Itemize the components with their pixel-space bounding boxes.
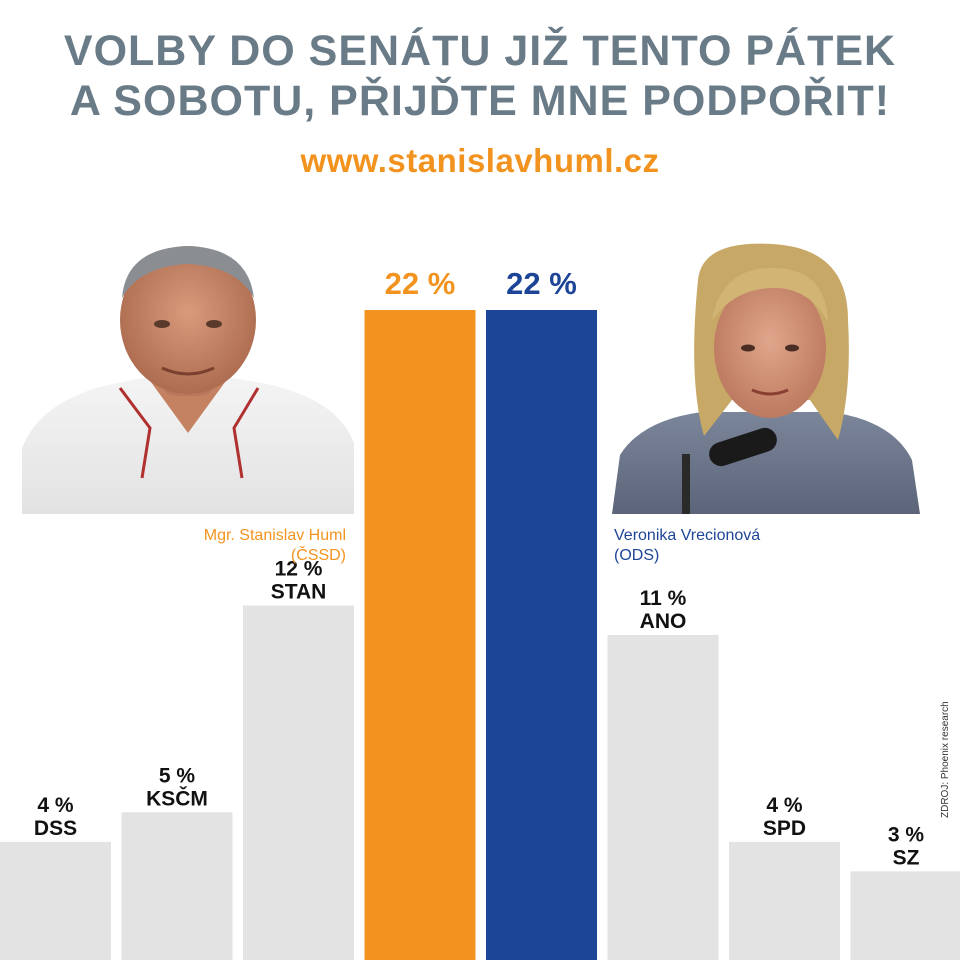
category-label-kscm: KSČM (146, 786, 208, 810)
bar-cssd (364, 310, 476, 960)
candidate-name-huml: Mgr. Stanislav Huml (203, 527, 346, 544)
value-label-spd: 4 % (766, 794, 803, 817)
bar-spd (729, 841, 840, 960)
category-label-spd: SPD (763, 817, 806, 840)
source-note: ZDROJ: Phoenix research (940, 701, 951, 818)
bar-ods (486, 310, 597, 960)
bar-dss (0, 841, 111, 960)
candidate-name-vrecionova: Veronika Vrecionová (614, 527, 761, 544)
bar-stan (243, 605, 354, 960)
candidate-party-huml: (ČSSD) (290, 547, 346, 564)
value-label-dss: 4 % (37, 794, 74, 817)
value-label-sz: 3 % (888, 823, 925, 846)
category-label-ano: ANO (640, 610, 687, 633)
candidate-label-huml: Mgr. Stanislav Huml (ČSSD) (120, 526, 346, 566)
value-label-ano: 11 % (640, 587, 687, 610)
category-label-dss: DSS (34, 817, 77, 840)
value-label-ods: 22 % (506, 266, 577, 301)
value-label-stan: 12 % (275, 557, 323, 580)
headline: VOLBY DO SENÁTU JIŽ TENTO PÁTEK A SOBOTU… (0, 26, 960, 126)
candidate-photo-vrecionova (612, 240, 920, 514)
website-link[interactable]: www.stanislavhuml.cz (300, 142, 660, 179)
category-label-stan: STAN (271, 580, 327, 603)
category-label-sz: SZ (893, 846, 920, 869)
headline-line-2: A SOBOTU, PŘIJĎTE MNE PODPOŘIT! (69, 77, 891, 125)
headline-line-1: VOLBY DO SENÁTU JIŽ TENTO PÁTEK (63, 27, 897, 75)
bar-ano (607, 635, 719, 960)
value-label-kscm: 5 % (159, 764, 196, 787)
candidate-label-vrecionova: Veronika Vrecionová (ODS) (614, 526, 874, 566)
value-label-cssd: 22 % (385, 266, 456, 301)
candidate-photo-huml (22, 228, 354, 514)
bar-sz (850, 871, 960, 960)
bar-kscm (121, 812, 233, 960)
candidate-party-vrecionova: (ODS) (614, 547, 660, 564)
